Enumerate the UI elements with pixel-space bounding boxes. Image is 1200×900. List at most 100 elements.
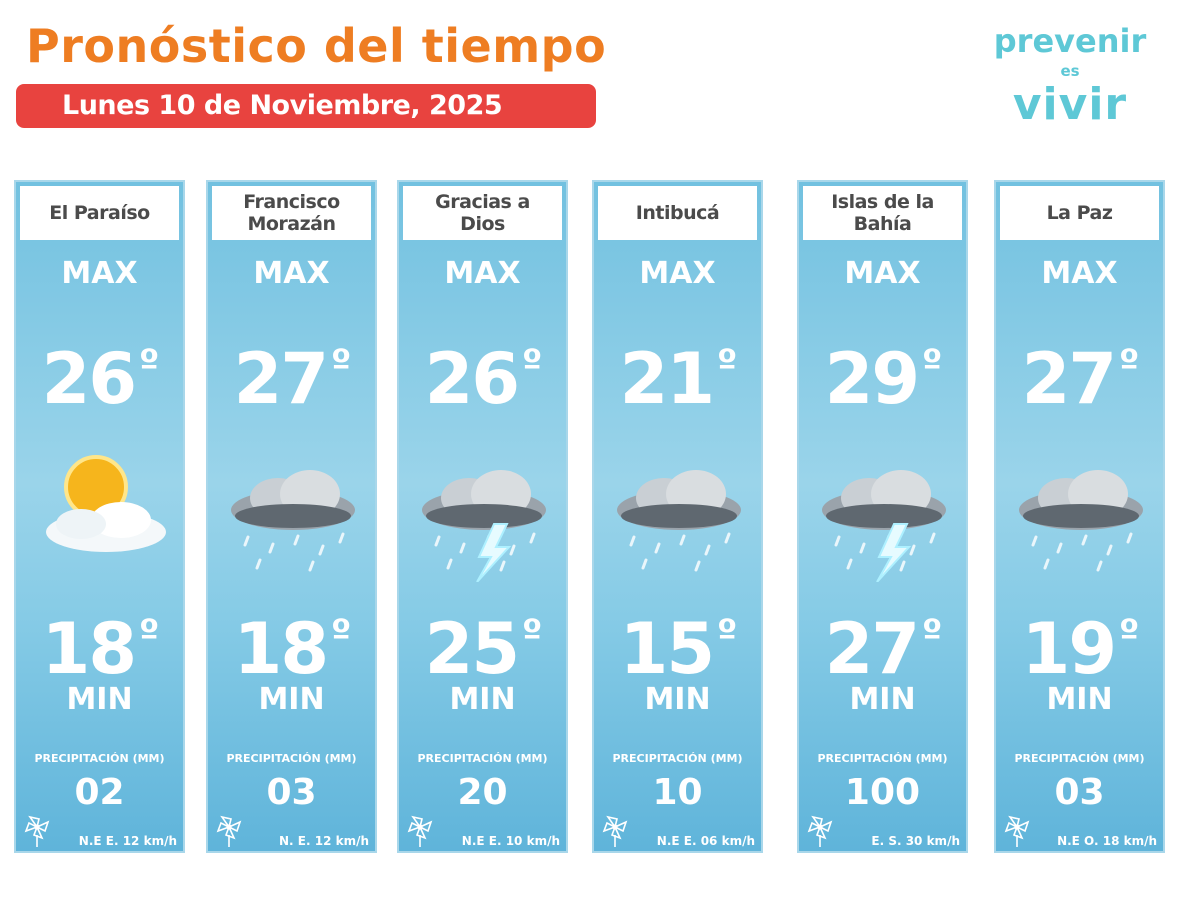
max-value: 29	[824, 338, 920, 420]
region-panel: Islas de la Bahía MAX 29 º 27 º MIN PRECIP…	[797, 180, 968, 853]
rain-cloud-icon	[1019, 470, 1143, 572]
region-panel: La Paz MAX 27 º 19 º MIN PRECIPITACIÓN (MM…	[994, 180, 1165, 853]
max-temperature: 26 º	[16, 322, 183, 421]
max-value: 26	[424, 338, 520, 420]
rain-cloud-icon	[231, 470, 355, 572]
date-banner: Lunes 10 de Noviembre, 2025	[16, 84, 596, 128]
max-temperature: 27 º	[996, 322, 1163, 421]
pinwheel-wind-icon	[602, 815, 628, 847]
region-name: La Paz	[1000, 186, 1159, 240]
min-label: MIN	[449, 682, 516, 717]
degree-symbol: º	[717, 613, 737, 654]
region-name-text: La Paz	[1046, 202, 1113, 224]
wind-info: E. S. 30 km/h	[871, 834, 960, 848]
pinwheel-wind-icon	[24, 815, 50, 847]
max-value: 27	[1021, 338, 1117, 420]
region-name-text: Intibucá	[635, 202, 720, 224]
pinwheel-wind-icon	[407, 815, 433, 847]
max-label: MAX	[1041, 256, 1118, 291]
thunderstorm-icon	[422, 470, 546, 582]
precipitation-value: 20	[457, 772, 508, 813]
min-label: MIN	[1046, 682, 1113, 717]
degree-symbol: º	[331, 343, 351, 384]
sun-cloud-icon	[46, 455, 166, 552]
degree-symbol: º	[717, 343, 737, 384]
degree-symbol: º	[139, 343, 159, 384]
max-temperature: 29 º	[799, 322, 966, 421]
max-value: 21	[619, 338, 715, 420]
region-name: El Paraíso	[20, 186, 179, 240]
max-label: MAX	[61, 256, 138, 291]
max-label: MAX	[639, 256, 716, 291]
rain-cloud-icon	[617, 470, 741, 572]
max-temperature: 27 º	[208, 322, 375, 421]
max-label: MAX	[844, 256, 921, 291]
min-value: 15	[619, 608, 715, 690]
max-temperature: 26 º	[399, 322, 566, 421]
pinwheel-wind-icon	[1004, 815, 1030, 847]
region-panel: Gracias a Dios MAX 26 º 25 º MIN PRECIPITA…	[397, 180, 568, 853]
max-value: 26	[41, 338, 137, 420]
min-temperature: 25 º	[399, 592, 566, 691]
region-name: Francisco Morazán	[212, 186, 371, 240]
region-name-text: Islas de la Bahía	[831, 191, 934, 235]
min-value: 27	[824, 608, 920, 690]
max-temperature: 21 º	[594, 322, 761, 421]
region-name-text: Gracias a Dios	[435, 191, 530, 235]
min-value: 18	[41, 608, 137, 690]
min-value: 25	[424, 608, 520, 690]
degree-symbol: º	[522, 343, 542, 384]
max-label: MAX	[444, 256, 521, 291]
min-value: 18	[233, 608, 329, 690]
precipitation-label: PRECIPITACIÓN (MM)	[226, 752, 357, 765]
region-panel: El Paraíso MAX 26 º 18 º MIN PRECIPITACIÓN…	[14, 180, 185, 853]
degree-symbol: º	[922, 613, 942, 654]
precipitation-label: PRECIPITACIÓN (MM)	[817, 752, 948, 765]
min-temperature: 18 º	[16, 592, 183, 691]
region-name-text: Francisco Morazán	[243, 191, 340, 235]
precipitation-label: PRECIPITACIÓN (MM)	[417, 752, 548, 765]
degree-symbol: º	[922, 343, 942, 384]
precipitation-value: 03	[266, 772, 317, 813]
degree-symbol: º	[139, 613, 159, 654]
degree-symbol: º	[1119, 343, 1139, 384]
region-panel: Francisco Morazán MAX 27 º 18 º MIN PRECIP…	[206, 180, 377, 853]
min-label: MIN	[644, 682, 711, 717]
wind-info: N. E. 12 km/h	[279, 834, 369, 848]
region-name: Islas de la Bahía	[803, 186, 962, 240]
thunderstorm-icon	[822, 470, 946, 582]
min-value: 19	[1021, 608, 1117, 690]
degree-symbol: º	[522, 613, 542, 654]
region-name: Gracias a Dios	[403, 186, 562, 240]
region-panel: Intibucá MAX 21 º 15 º MIN PRECIPITACIÓN (…	[592, 180, 763, 853]
wind-info: N.E E. 10 km/h	[461, 834, 560, 848]
pinwheel-wind-icon	[216, 815, 242, 847]
min-temperature: 27 º	[799, 592, 966, 691]
logo-line-2: es	[1060, 62, 1080, 80]
min-label: MIN	[66, 682, 133, 717]
degree-symbol: º	[331, 613, 351, 654]
wind-info: N.E E. 06 km/h	[656, 834, 755, 848]
pinwheel-wind-icon	[807, 815, 833, 847]
min-temperature: 18 º	[208, 592, 375, 691]
region-name-text: El Paraíso	[49, 202, 150, 224]
precipitation-label: PRECIPITACIÓN (MM)	[1014, 752, 1145, 765]
precipitation-label: PRECIPITACIÓN (MM)	[34, 752, 165, 765]
logo-line-3: vivir	[1012, 79, 1128, 130]
min-temperature: 15 º	[594, 592, 761, 691]
wind-info: N.E E. 12 km/h	[78, 834, 177, 848]
precipitation-value: 10	[652, 772, 703, 813]
min-label: MIN	[258, 682, 325, 717]
min-label: MIN	[849, 682, 916, 717]
precipitation-value: 02	[74, 772, 125, 813]
max-value: 27	[233, 338, 329, 420]
max-label: MAX	[253, 256, 330, 291]
precipitation-value: 03	[1054, 772, 1105, 813]
wind-info: N.E O. 18 km/h	[1057, 834, 1157, 848]
min-temperature: 19 º	[996, 592, 1163, 691]
page-title: Pronóstico del tiempo	[26, 19, 607, 73]
degree-symbol: º	[1119, 613, 1139, 654]
precipitation-label: PRECIPITACIÓN (MM)	[612, 752, 743, 765]
precipitation-value: 100	[844, 772, 921, 813]
region-name: Intibucá	[598, 186, 757, 240]
